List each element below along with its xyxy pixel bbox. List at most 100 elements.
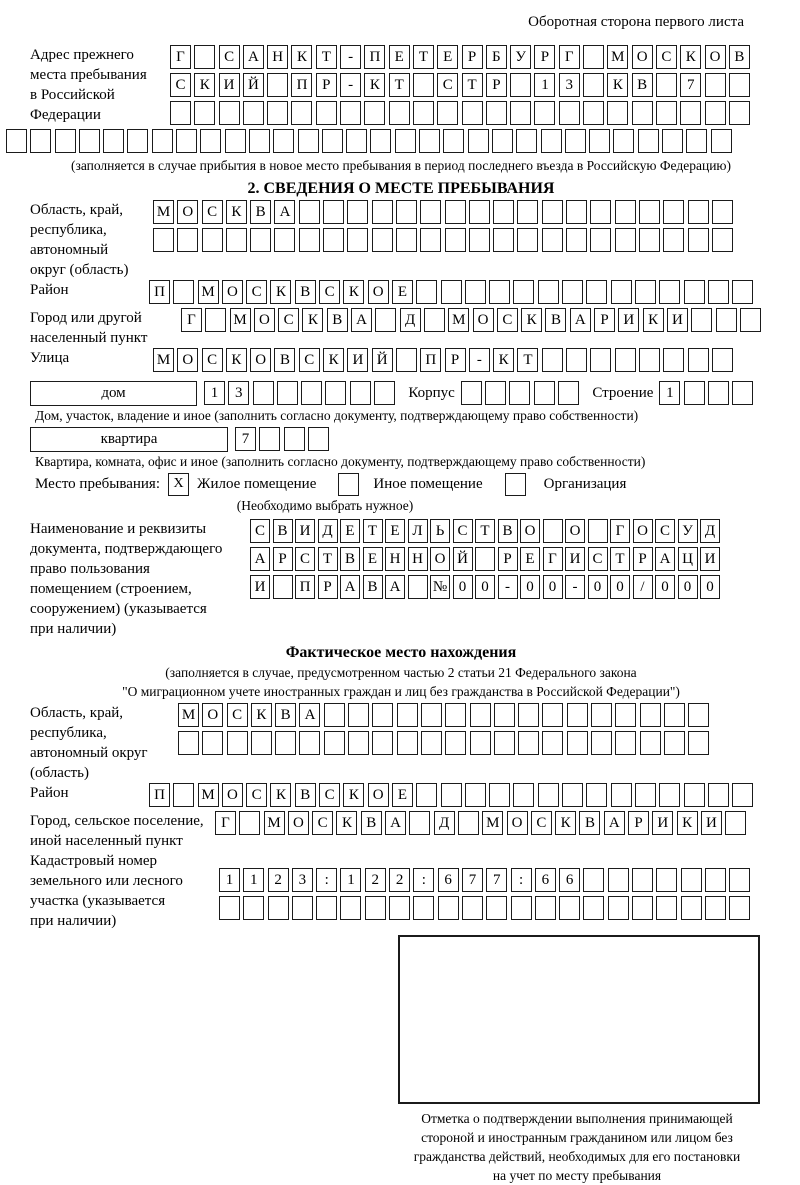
char-cell[interactable] [272, 575, 293, 599]
char-cell[interactable]: У [677, 519, 698, 543]
char-cell[interactable] [614, 200, 636, 224]
char-cell[interactable] [586, 783, 608, 807]
char-cell[interactable]: 0 [610, 575, 630, 599]
char-cell[interactable]: 3 [291, 868, 313, 892]
char-cell[interactable] [413, 896, 435, 920]
char-cell[interactable]: А [351, 308, 373, 332]
char-cell[interactable]: Н [407, 547, 428, 571]
char-cell[interactable]: С [319, 783, 341, 807]
char-cell[interactable] [659, 280, 681, 304]
char-cell[interactable]: Д [433, 811, 455, 835]
char-cell[interactable] [202, 731, 224, 755]
char-cell[interactable] [340, 101, 362, 125]
char-cell[interactable]: Г [558, 45, 580, 69]
char-cell[interactable]: Р [628, 811, 650, 835]
char-cell[interactable] [655, 73, 677, 97]
char-cell[interactable]: И [218, 73, 240, 97]
char-cell[interactable]: О [520, 519, 540, 543]
char-cell[interactable]: Н [385, 547, 405, 571]
char-cell[interactable]: В [728, 45, 750, 69]
char-cell[interactable] [688, 703, 710, 727]
char-cell[interactable]: К [323, 348, 345, 372]
char-cell[interactable] [663, 731, 685, 755]
char-cell[interactable] [412, 73, 434, 97]
char-cell[interactable]: П [149, 783, 170, 807]
char-cell[interactable] [489, 280, 511, 304]
char-cell[interactable]: 7 [680, 73, 702, 97]
char-cell[interactable] [589, 129, 611, 153]
char-cell[interactable] [537, 280, 559, 304]
char-cell[interactable] [707, 280, 729, 304]
char-cell[interactable] [299, 731, 321, 755]
char-cell[interactable] [374, 381, 396, 405]
char-cell[interactable] [564, 129, 586, 153]
char-cell[interactable] [704, 896, 726, 920]
char-cell[interactable] [468, 228, 490, 252]
char-cell[interactable]: 3 [228, 381, 250, 405]
char-cell[interactable] [610, 280, 632, 304]
char-cell[interactable] [307, 427, 329, 451]
char-cell[interactable] [486, 896, 508, 920]
char-cell[interactable] [173, 280, 195, 304]
char-cell[interactable] [590, 200, 612, 224]
char-cell[interactable]: Р [534, 45, 556, 69]
char-cell[interactable]: К [336, 811, 358, 835]
char-cell[interactable]: № [430, 575, 450, 599]
char-cell[interactable]: 0 [475, 575, 495, 599]
char-cell[interactable]: Г [170, 45, 191, 69]
char-cell[interactable]: 1 [219, 868, 240, 892]
char-cell[interactable] [583, 868, 605, 892]
char-cell[interactable] [323, 228, 345, 252]
char-cell[interactable] [444, 200, 466, 224]
char-cell[interactable]: Р [594, 308, 616, 332]
char-cell[interactable] [614, 348, 636, 372]
char-cell[interactable] [469, 703, 491, 727]
char-cell[interactable]: А [242, 45, 264, 69]
char-cell[interactable]: С [655, 45, 677, 69]
char-cell[interactable]: П [291, 73, 313, 97]
char-cell[interactable]: - [565, 575, 585, 599]
char-cell[interactable]: К [607, 73, 629, 97]
char-cell[interactable]: С [312, 811, 334, 835]
char-cell[interactable] [371, 200, 393, 224]
char-cell[interactable]: Е [340, 519, 360, 543]
char-cell[interactable] [509, 381, 531, 405]
char-cell[interactable]: И [250, 575, 270, 599]
char-cell[interactable] [323, 731, 345, 755]
char-cell[interactable] [347, 200, 369, 224]
char-cell[interactable]: : [510, 868, 532, 892]
char-cell[interactable]: 0 [520, 575, 540, 599]
char-cell[interactable] [420, 228, 442, 252]
char-cell[interactable]: М [263, 811, 285, 835]
char-cell[interactable] [225, 228, 247, 252]
char-cell[interactable] [607, 101, 629, 125]
char-cell[interactable]: О [430, 547, 450, 571]
char-cell[interactable]: Р [632, 547, 653, 571]
checkbox-organization[interactable] [504, 472, 526, 496]
char-cell[interactable]: Л [407, 519, 428, 543]
char-cell[interactable]: К [291, 45, 313, 69]
char-cell[interactable] [534, 896, 556, 920]
char-cell[interactable] [711, 228, 733, 252]
char-cell[interactable] [348, 731, 370, 755]
char-cell[interactable] [298, 228, 320, 252]
char-cell[interactable] [656, 868, 678, 892]
char-cell[interactable]: 1 [243, 868, 265, 892]
char-cell[interactable]: Т [517, 348, 539, 372]
char-cell[interactable]: С [201, 200, 223, 224]
char-cell[interactable] [691, 308, 713, 332]
char-cell[interactable]: Т [475, 519, 495, 543]
char-cell[interactable]: / [632, 575, 653, 599]
char-cell[interactable] [566, 228, 588, 252]
char-cell[interactable] [510, 896, 532, 920]
char-cell[interactable]: В [497, 519, 518, 543]
char-cell[interactable]: 0 [542, 575, 563, 599]
char-cell[interactable]: Е [388, 45, 410, 69]
char-cell[interactable] [464, 783, 486, 807]
char-cell[interactable]: С [201, 348, 223, 372]
char-cell[interactable] [680, 101, 702, 125]
char-cell[interactable] [6, 129, 27, 153]
char-cell[interactable]: 1 [340, 868, 362, 892]
char-cell[interactable] [274, 228, 296, 252]
char-cell[interactable]: 2 [364, 868, 386, 892]
